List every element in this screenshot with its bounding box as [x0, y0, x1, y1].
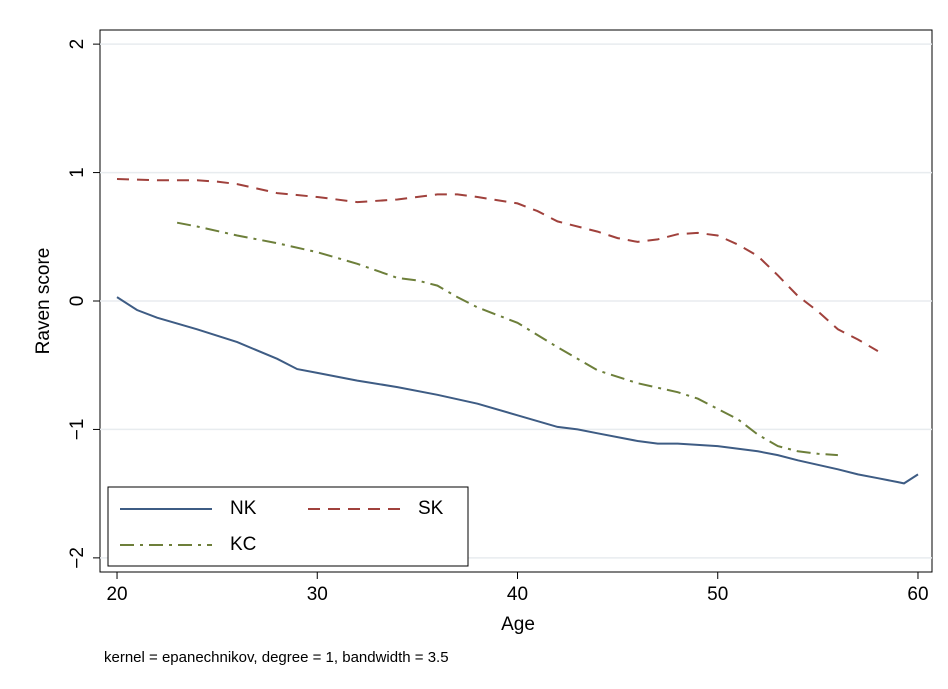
line-series	[116, 296, 919, 485]
y-tick-label: 2	[67, 39, 88, 50]
x-tick-label: 20	[106, 584, 127, 605]
legend-label: SK	[418, 498, 444, 519]
y-tick-label: 1	[67, 167, 88, 178]
x-tick-label: 30	[307, 584, 328, 605]
y-axis-label: Raven score	[33, 248, 54, 355]
x-tick-label: 40	[507, 584, 528, 605]
y-tick-label: 0	[67, 296, 88, 307]
legend-label: NK	[230, 498, 257, 519]
x-axis-label: Age	[501, 614, 535, 635]
legend-label: KC	[230, 534, 256, 555]
y-tick-label: −1	[67, 419, 88, 441]
line-series	[176, 221, 838, 457]
legend-box	[107, 486, 469, 567]
x-tick-label: 50	[707, 584, 728, 605]
line-series	[116, 178, 879, 352]
note: kernel = epanechnikov, degree = 1, bandw…	[104, 649, 449, 666]
x-tick-label: 60	[907, 584, 928, 605]
y-tick-label: −2	[67, 547, 88, 569]
